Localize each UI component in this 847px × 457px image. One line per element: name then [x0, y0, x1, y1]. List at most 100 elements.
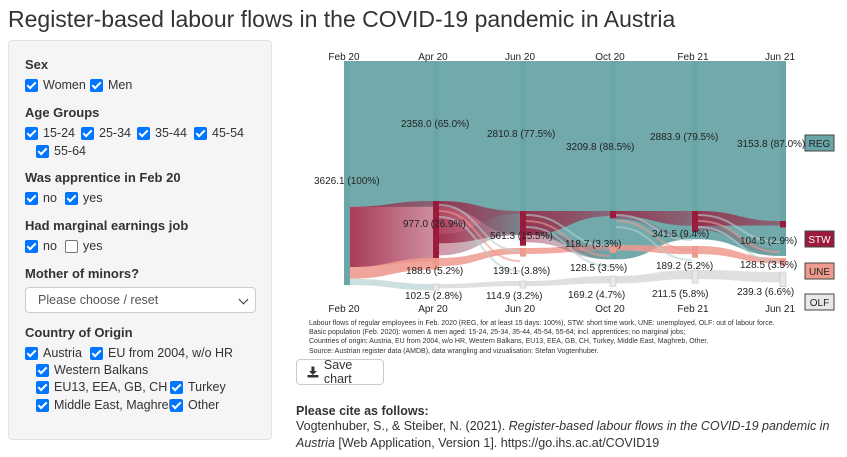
node-value-label: 2810.8 (77.5%) — [487, 129, 555, 140]
checkbox-country-turkey[interactable]: Turkey — [170, 380, 226, 394]
mother-filter-title: Mother of minors? — [25, 266, 140, 281]
checkbox-country-eu2004[interactable]: EU from 2004, w/o HR — [90, 346, 233, 360]
checkbox-country-middle-east[interactable]: Middle East, Maghreb — [36, 398, 176, 412]
flow-cross — [438, 216, 521, 272]
node-reg[interactable] — [692, 61, 698, 240]
flow-reg-reg[interactable] — [616, 61, 692, 260]
node-olf[interactable] — [779, 271, 787, 288]
period-label-top: Jun 20 — [505, 52, 535, 63]
checkbox-box[interactable] — [65, 191, 78, 205]
state-legend-label: OLF — [810, 298, 829, 309]
sankey-flows — [350, 61, 781, 291]
checkbox-apprentice-no[interactable]: no — [25, 191, 57, 205]
flow-reg-reg[interactable] — [439, 61, 520, 235]
flow-stw-stw[interactable] — [616, 211, 692, 226]
checkbox-box[interactable] — [90, 78, 103, 92]
checkbox-box[interactable] — [81, 126, 94, 140]
checkbox-apprentice-yes[interactable]: yes — [65, 191, 102, 205]
node-olf[interactable] — [609, 275, 617, 287]
checkbox-label: Western Balkans — [54, 363, 149, 377]
node-reg[interactable] — [780, 61, 786, 256]
node-stw[interactable] — [692, 211, 698, 233]
flow-reg-reg[interactable] — [350, 61, 433, 207]
checkbox-box[interactable] — [36, 363, 49, 377]
node-une[interactable] — [520, 248, 526, 257]
checkbox-country-other[interactable]: Other — [170, 398, 219, 412]
checkbox-box[interactable] — [137, 126, 150, 140]
flow-olf-olf[interactable] — [616, 270, 692, 284]
citation-title: Register-based labour flows in the COVID… — [296, 419, 830, 450]
node-value-label: 3209.8 (88.5%) — [566, 142, 634, 153]
node-olf[interactable] — [432, 283, 440, 291]
node-olf[interactable] — [691, 269, 699, 284]
checkbox-age-25-34[interactable]: 25-34 — [81, 126, 131, 140]
node-reg[interactable] — [610, 61, 616, 260]
node-une[interactable] — [692, 246, 698, 258]
citation-authors: Vogtenhuber, S., & Steiber, N. (2021). — [296, 419, 509, 433]
checkbox-age-15-24[interactable]: 15-24 — [25, 126, 75, 140]
checkbox-country-eu13[interactable]: EU13, EEA, GB, CH — [36, 380, 167, 394]
flow-olf-olf[interactable] — [439, 281, 520, 289]
node-stw[interactable] — [610, 211, 616, 219]
state-legend-olf: OLF — [804, 293, 835, 311]
checkbox-label: Turkey — [188, 380, 226, 394]
checkbox-box[interactable] — [25, 191, 38, 205]
checkbox-marginal-yes[interactable]: yes — [65, 239, 102, 253]
state-legend-label: STW — [808, 235, 831, 246]
checkbox-box[interactable] — [25, 78, 38, 92]
checkbox-box[interactable] — [90, 346, 103, 360]
flow-cross — [615, 220, 693, 251]
node-une[interactable] — [610, 245, 616, 253]
download-icon — [307, 366, 319, 378]
period-label-bottom: Apr 20 — [418, 304, 448, 315]
node-stw[interactable] — [780, 221, 786, 228]
checkbox-box[interactable] — [170, 380, 183, 394]
flow-stw-stw[interactable] — [526, 211, 610, 236]
node-une[interactable] — [433, 258, 439, 270]
mother-select[interactable]: Please choose / reset — [25, 287, 256, 313]
node-value-label: 341.5 (9.4%) — [652, 229, 709, 240]
checkbox-box[interactable] — [194, 126, 207, 140]
state-legend-reg: REG — [804, 134, 835, 152]
period-label-top: Apr 20 — [418, 52, 448, 63]
node-olf[interactable] — [519, 280, 527, 289]
flow-cross — [438, 204, 521, 252]
flow-olf-olf[interactable] — [698, 270, 780, 283]
checkbox-box[interactable] — [25, 346, 38, 360]
sankey-chart[interactable]: 3626.1 (100%) 2358.0 (65.0%) 2810.8 (77.5%… — [296, 46, 842, 316]
node-une[interactable] — [780, 258, 786, 266]
checkbox-country-western-balkans[interactable]: Western Balkans — [36, 363, 148, 377]
flow-reg-reg[interactable] — [526, 61, 610, 260]
checkbox-box[interactable] — [36, 380, 49, 394]
checkbox-marginal-no[interactable]: no — [25, 239, 57, 253]
node-stw[interactable] — [520, 211, 526, 246]
flow-reg-olf[interactable] — [350, 278, 433, 291]
checkbox-box[interactable] — [65, 239, 78, 253]
checkbox-country-austria[interactable]: Austria — [25, 346, 82, 360]
checkbox-men[interactable]: Men — [90, 78, 132, 92]
checkbox-box[interactable] — [36, 144, 49, 158]
flow-reg-stw[interactable] — [350, 201, 433, 268]
checkbox-age-35-44[interactable]: 35-44 — [137, 126, 187, 140]
sankey-state-legend: REG STW UNE OLF — [804, 134, 835, 311]
node-stw[interactable] — [433, 201, 439, 262]
checkbox-women[interactable]: Women — [25, 78, 86, 92]
node-reg[interactable] — [344, 61, 350, 286]
save-chart-label: Save chart — [323, 358, 353, 386]
flow-reg-reg[interactable] — [698, 61, 780, 256]
checkbox-box[interactable] — [25, 126, 38, 140]
flow-olf-olf[interactable] — [526, 276, 610, 286]
state-legend-label: UNE — [809, 267, 830, 278]
flow-stw-stw[interactable] — [698, 211, 780, 226]
flow-une-une[interactable] — [439, 248, 520, 267]
checkbox-age-55-64[interactable]: 55-64 — [36, 144, 86, 158]
node-reg[interactable] — [520, 61, 526, 235]
checkbox-box[interactable] — [36, 398, 49, 412]
node-reg[interactable] — [433, 61, 439, 207]
flow-cross — [697, 226, 781, 263]
flow-reg-une[interactable] — [350, 258, 433, 279]
checkbox-age-45-54[interactable]: 45-54 — [194, 126, 244, 140]
checkbox-box[interactable] — [170, 398, 183, 412]
checkbox-box[interactable] — [25, 239, 38, 253]
save-chart-button[interactable]: Save chart — [296, 358, 384, 386]
